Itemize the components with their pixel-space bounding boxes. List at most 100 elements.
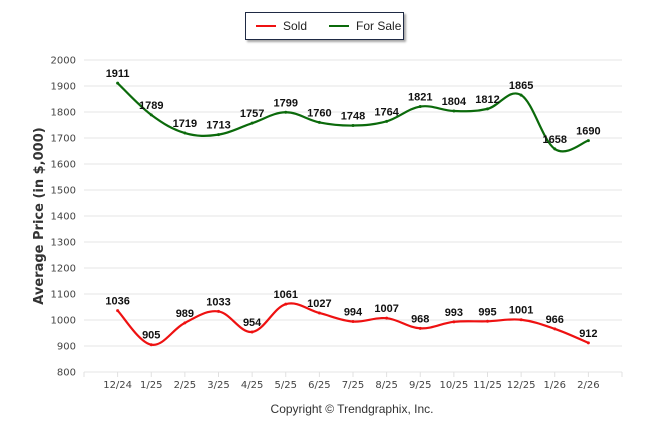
legend-label-for-sale: For Sale [356, 19, 402, 33]
data-label-for-sale: 1690 [576, 126, 600, 138]
data-point-for-sale[interactable] [351, 124, 355, 128]
data-label-for-sale: 1865 [509, 80, 533, 92]
y-axis-label: Average Price (in $,000) [32, 127, 47, 304]
data-point-sold[interactable] [486, 319, 489, 323]
data-label-sold: 1061 [274, 289, 298, 301]
data-label-for-sale: 1799 [274, 97, 298, 109]
y-tick-label: 1900 [51, 82, 76, 93]
legend-swatch-for-sale [329, 25, 350, 27]
data-label-sold: 966 [546, 314, 564, 326]
y-tick-label: 1600 [51, 160, 76, 171]
x-tick-label: 11/25 [473, 380, 502, 391]
x-tick-label: 12/25 [507, 380, 536, 391]
data-label-sold: 1007 [374, 303, 398, 315]
legend: Sold For Sale [245, 12, 404, 40]
y-tick-label: 1800 [51, 108, 76, 119]
data-label-for-sale: 1719 [173, 118, 197, 130]
x-tick-label: 8/25 [375, 380, 397, 391]
y-tick-label: 1100 [51, 290, 76, 301]
x-tick-label: 7/25 [342, 380, 364, 391]
data-point-sold[interactable] [385, 316, 389, 320]
x-tick-label: 2/25 [174, 380, 196, 391]
data-point-sold[interactable] [418, 326, 422, 330]
data-point-for-sale[interactable] [418, 105, 422, 109]
data-label-sold: 1036 [105, 296, 129, 308]
data-point-sold[interactable] [351, 320, 355, 324]
x-tick-label: 5/25 [275, 380, 297, 391]
data-label-for-sale: 1911 [106, 68, 130, 80]
data-point-for-sale[interactable] [452, 109, 456, 113]
copyright-footer: Copyright © Trendgraphix, Inc. [271, 402, 434, 416]
y-axis-ticks: 800 900 1000 1100 1200 1300 1400 1500 1600 1700 18… [51, 56, 76, 379]
y-tick-label: 1200 [51, 264, 76, 275]
data-point-sold[interactable] [217, 309, 220, 313]
x-tick-label: 1/25 [140, 380, 162, 391]
x-tick-label: 6/25 [308, 380, 330, 391]
y-tick-label: 1300 [51, 238, 76, 249]
x-tick-label: 9/25 [409, 380, 431, 391]
y-tick-label: 2000 [51, 56, 76, 67]
data-label-sold: 994 [344, 307, 363, 319]
data-point-sold[interactable] [586, 341, 590, 345]
data-point-for-sale[interactable] [183, 131, 187, 135]
x-tick-label: 1/26 [544, 380, 566, 391]
data-point-sold[interactable] [116, 309, 120, 313]
x-tick-label: 3/25 [207, 380, 229, 391]
data-point-for-sale[interactable] [317, 120, 321, 124]
data-label-for-sale: 1748 [341, 111, 365, 123]
y-tick-label: 800 [57, 368, 76, 379]
x-tick-label: 2/26 [577, 380, 599, 391]
legend-label-sold: Sold [283, 19, 308, 33]
data-point-for-sale[interactable] [385, 119, 389, 123]
series-lines [116, 81, 590, 347]
data-point-for-sale[interactable] [250, 121, 254, 125]
data-point-sold[interactable] [149, 343, 153, 347]
y-tick-label: 1700 [51, 134, 76, 145]
x-tick-label: 12/24 [103, 380, 132, 391]
data-point-sold[interactable] [284, 302, 288, 306]
data-point-for-sale[interactable] [519, 93, 523, 97]
legend-item-sold[interactable]: Sold [256, 19, 307, 33]
data-label-sold: 1027 [307, 298, 331, 310]
data-point-sold[interactable] [452, 320, 456, 324]
data-label-sold: 954 [243, 317, 262, 329]
data-label-sold: 1001 [509, 305, 533, 317]
data-label-for-sale: 1713 [206, 120, 230, 132]
data-point-for-sale[interactable] [217, 133, 220, 137]
data-label-sold: 912 [579, 328, 597, 340]
y-tick-label: 1400 [51, 212, 76, 223]
y-tick-label: 1500 [51, 186, 76, 197]
x-tick-label: 10/25 [439, 380, 468, 391]
data-label-sold: 993 [445, 307, 463, 319]
data-point-for-sale[interactable] [586, 139, 590, 143]
x-axis: 12/24 1/25 2/25 3/25 4/25 5/25 6/25 7/25 8/25 9/2… [83, 372, 623, 391]
data-label-for-sale: 1757 [240, 108, 264, 120]
data-point-sold[interactable] [553, 327, 557, 331]
data-point-sold[interactable] [250, 330, 254, 334]
data-point-sold[interactable] [519, 318, 523, 322]
legend-swatch-sold [256, 25, 276, 27]
legend-item-for-sale[interactable]: For Sale [329, 19, 401, 33]
y-tick-label: 1000 [51, 316, 76, 327]
data-label-sold: 989 [176, 308, 194, 320]
data-point-sold[interactable] [183, 321, 187, 325]
x-tick-label: 4/25 [241, 380, 263, 391]
data-label-for-sale: 1789 [139, 100, 163, 112]
data-label-sold: 905 [142, 330, 160, 342]
data-point-for-sale[interactable] [553, 147, 557, 151]
data-label-sold: 968 [411, 313, 429, 325]
data-label-sold: 995 [478, 306, 496, 318]
data-label-sold: 1033 [206, 296, 230, 308]
data-labels: 1036 905 989 1033 954 1061 1027 994 1007 968 993 99… [105, 68, 600, 342]
data-point-for-sale[interactable] [284, 110, 288, 114]
data-point-for-sale[interactable] [149, 113, 153, 117]
data-label-for-sale: 1764 [374, 106, 399, 118]
data-point-for-sale[interactable] [116, 81, 120, 85]
data-point-sold[interactable] [317, 311, 321, 315]
data-point-for-sale[interactable] [486, 107, 489, 111]
data-label-for-sale: 1760 [307, 107, 331, 119]
y-tick-label: 900 [57, 342, 76, 353]
data-label-for-sale: 1804 [442, 96, 467, 108]
data-label-for-sale: 1658 [543, 134, 567, 146]
